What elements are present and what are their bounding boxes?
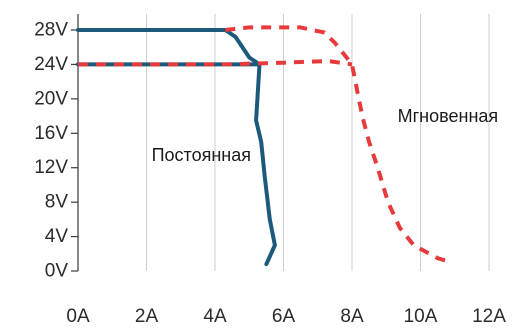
chart-lines: [76, 25, 452, 267]
x-tick-labels: 0A 2A 4A 6A 8A 10A 12A: [66, 306, 506, 327]
x-tick-label: 6A: [272, 306, 296, 327]
chart-annotation: Постоянная: [152, 145, 251, 165]
solid-series-line: [76, 28, 277, 267]
y-tick-label: 12V: [34, 157, 68, 178]
x-tick-label: 12A: [472, 306, 506, 327]
chart-annotations: Постоянная Мгновенная: [152, 106, 499, 165]
x-tick-label: 2A: [135, 306, 159, 327]
y-tick-label: 0V: [45, 261, 69, 282]
y-tick-label: 4V: [45, 226, 69, 247]
x-tick-label: 0A: [66, 306, 90, 327]
y-tick-label: 20V: [34, 88, 68, 109]
x-tick-label: 10A: [404, 306, 438, 327]
chart-axis: [71, 14, 79, 272]
y-tick-label: 24V: [34, 54, 68, 75]
y-tick-label: 8V: [45, 192, 69, 213]
dashed-series-line: [78, 59, 353, 67]
y-tick-label: 28V: [34, 20, 68, 41]
x-tick-label: 4A: [203, 306, 227, 327]
x-tick-label: 8A: [340, 306, 364, 327]
y-tick-labels: 0V 4V 8V 12V 16V 20V 24V 28V: [34, 20, 68, 282]
dashed-series-line: [225, 25, 452, 265]
chart-grid: [146, 14, 490, 271]
y-tick-label: 16V: [34, 123, 68, 144]
chart-annotation: Мгновенная: [398, 106, 499, 126]
